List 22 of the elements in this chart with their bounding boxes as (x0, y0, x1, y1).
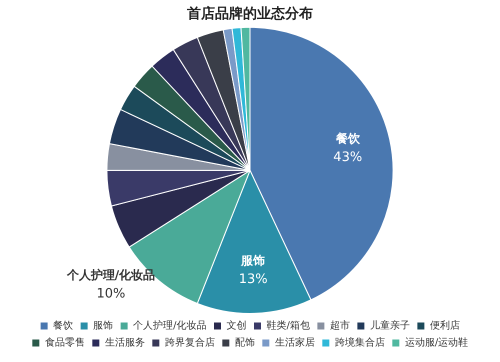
legend-label: 儿童亲子 (370, 320, 410, 332)
data-label: 43% (333, 150, 362, 165)
legend-label: 食品零售 (44, 336, 85, 349)
legend-label: 服饰 (93, 320, 114, 332)
data-label: 10% (96, 286, 126, 302)
legend-label: 个人护理/化妆品 (133, 320, 207, 332)
data-label: 13% (238, 272, 268, 287)
legend-label: 便利店 (430, 320, 460, 332)
chart-title: 首店品牌的业态分布 (186, 5, 313, 22)
slice-label: 服饰 (240, 254, 266, 268)
legend-label: 跨境集合店 (334, 336, 385, 349)
legend-label: 生活服务 (104, 336, 145, 349)
legend-label: 餐饮 (53, 320, 74, 332)
legend-label: 跨界复合店 (164, 336, 215, 349)
slice-label: 个人护理/化妆品 (66, 268, 156, 282)
legend-label: 配饰 (234, 336, 255, 349)
legend-label: 文创 (226, 320, 246, 332)
slice-label: 餐饮 (334, 132, 361, 146)
legend-label: 生活家居 (274, 336, 315, 349)
legend-label: 鞋类/箱包 (266, 320, 310, 332)
legend-label: 运动服/运动鞋 (404, 336, 468, 349)
legend-label: 超市 (330, 320, 350, 332)
